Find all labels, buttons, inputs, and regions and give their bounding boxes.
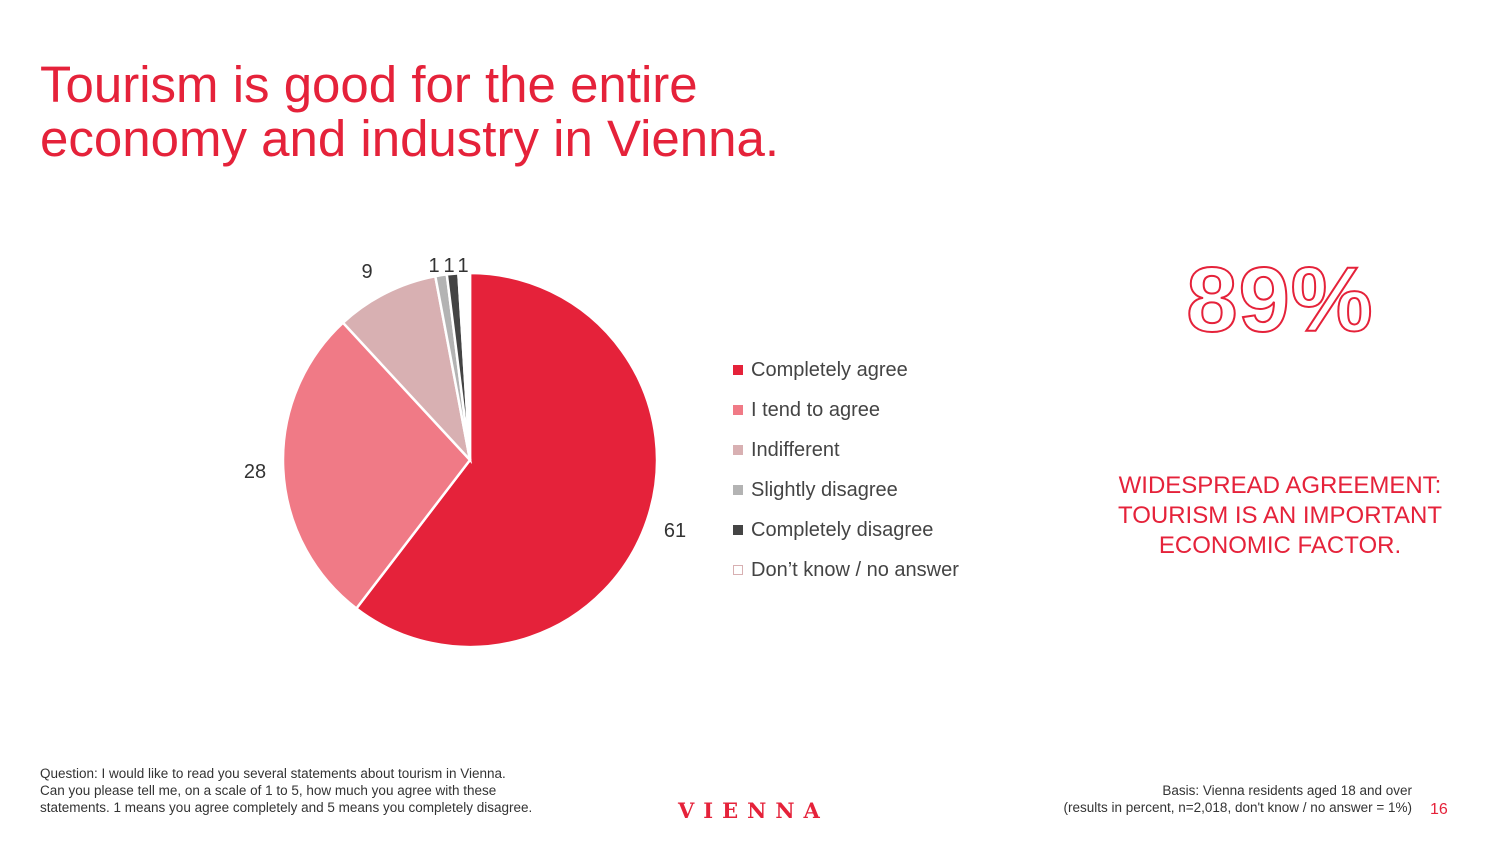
legend-swatch-don-t-know-no-answer bbox=[733, 565, 743, 575]
vienna-logo: VIENNA bbox=[678, 798, 829, 823]
pie-value-label-i-tend-to-agree: 28 bbox=[244, 461, 266, 483]
legend-label-completely-disagree: Completely disagree bbox=[751, 518, 934, 541]
legend-item-don-t-know-no-answer: Don’t know / no answer bbox=[733, 550, 959, 590]
legend-label-completely-agree: Completely agree bbox=[751, 358, 908, 381]
callout-line-2: TOURISM IS AN IMPORTANT bbox=[1117, 502, 1443, 529]
title-line-2: economy and industry in Vienna. bbox=[40, 110, 780, 167]
legend-item-slightly-disagree: Slightly disagree bbox=[733, 470, 959, 510]
legend-item-completely-disagree: Completely disagree bbox=[733, 510, 959, 550]
legend-swatch-completely-agree bbox=[733, 365, 743, 375]
callout-text: WIDESPREAD AGREEMENT: TOURISM IS AN IMPO… bbox=[1090, 471, 1470, 561]
legend-label-i-tend-to-agree: I tend to agree bbox=[751, 398, 880, 421]
pie-slice-i-tend-to-agree bbox=[281, 320, 472, 611]
pie-slice-completely-agree bbox=[354, 271, 659, 649]
legend-item-indifferent: Indifferent bbox=[733, 430, 959, 470]
question-line-2: Can you please tell me, on a scale of 1 … bbox=[40, 783, 497, 798]
legend-label-don-t-know-no-answer: Don’t know / no answer bbox=[751, 558, 959, 581]
legend-swatch-slightly-disagree bbox=[733, 485, 743, 495]
legend-label-slightly-disagree: Slightly disagree bbox=[751, 478, 898, 501]
headline-percentage: 89% bbox=[1185, 248, 1374, 352]
question-line-3: statements. 1 means you agree completely… bbox=[40, 800, 533, 815]
title-line-1: Tourism is good for the entire bbox=[40, 56, 698, 113]
basis-line-1: Basis: Vienna residents aged 18 and over bbox=[1162, 783, 1412, 798]
legend-swatch-indifferent bbox=[733, 445, 743, 455]
pie-slice-indifferent bbox=[341, 274, 473, 465]
legend-label-indifferent: Indifferent bbox=[751, 438, 840, 461]
chart-legend: Completely agree I tend to agree Indiffere… bbox=[733, 350, 959, 590]
pie-value-label-completely-agree: 61 bbox=[664, 520, 686, 542]
pie-value-label-indifferent: 9 bbox=[361, 261, 372, 283]
pie-value-label-don-t-know-no-answer: 1 bbox=[457, 255, 468, 277]
legend-swatch-completely-disagree bbox=[733, 525, 743, 535]
callout-line-3: ECONOMIC FACTOR. bbox=[1158, 532, 1402, 559]
legend-item-i-tend-to-agree: I tend to agree bbox=[733, 390, 959, 430]
question-line-1: Question: I would like to read you sever… bbox=[40, 766, 506, 781]
page-number: 16 bbox=[1430, 801, 1448, 818]
callout-line-1: WIDESPREAD AGREEMENT: bbox=[1118, 472, 1442, 499]
question-footnote: Question: I would like to read you sever… bbox=[40, 765, 620, 816]
pie-slice-don-t-know-no-answer bbox=[457, 271, 472, 461]
slide-title: Tourism is good for the entire economy a… bbox=[40, 58, 940, 166]
legend-item-completely-agree: Completely agree bbox=[733, 350, 959, 390]
legend-swatch-i-tend-to-agree bbox=[733, 405, 743, 415]
pie-value-label-completely-disagree: 1 bbox=[443, 255, 454, 277]
pie-value-label-slightly-disagree: 1 bbox=[428, 255, 439, 277]
basis-footnote: Basis: Vienna residents aged 18 and over… bbox=[1000, 782, 1412, 816]
basis-line-2: (results in percent, n=2,018, don't know… bbox=[1063, 800, 1412, 815]
